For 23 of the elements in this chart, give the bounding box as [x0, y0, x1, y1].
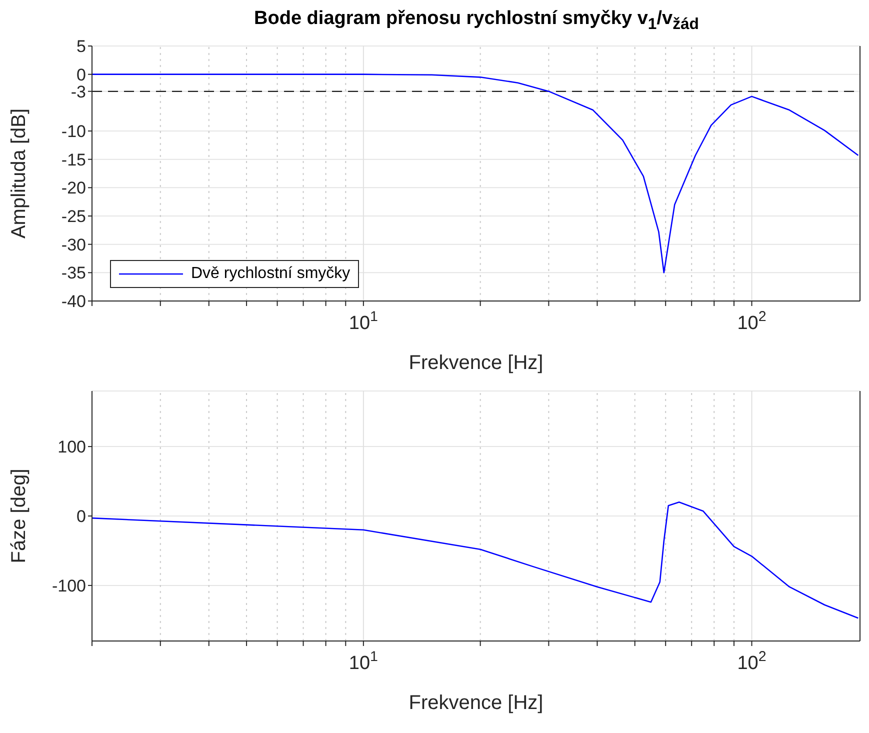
y-tick-label: -10 — [61, 122, 86, 142]
x-tick-label: 10$^{2}$ — [737, 309, 766, 334]
y-tick-label: 0 — [76, 507, 86, 526]
y-axis-title: Amplituda [dB] — [8, 108, 30, 239]
x-axis-title: Frekvence [Hz] — [408, 692, 544, 714]
x-tick-label: 10$^{2}$ — [737, 649, 766, 674]
y-tick-label: -35 — [61, 264, 86, 283]
y-tick-label: -25 — [61, 207, 86, 226]
chart-title: Bode diagram přenosu rychlostní smyčky v$_{1}$/v$_{žád}$ — [253, 8, 700, 35]
y-tick-label: -100 — [52, 576, 86, 596]
y-tick-label: 100 — [58, 438, 86, 457]
y-tick-label: -3 — [70, 82, 86, 102]
x-axis-title: Frekvence [Hz] — [408, 352, 544, 374]
y-tick-label: 5 — [76, 37, 86, 56]
x-tick-label: 10$^{1}$ — [348, 649, 378, 674]
y-tick-label: 0 — [76, 65, 86, 84]
legend-label: Dvě rychlostní smyčky — [191, 265, 350, 283]
x-tick-label: 10$^{1}$ — [348, 309, 378, 334]
y-tick-label: -40 — [61, 292, 86, 312]
y-tick-label: -20 — [61, 178, 86, 198]
y-axis-title: Fáze [deg] — [8, 468, 30, 564]
y-tick-label: -15 — [61, 150, 86, 170]
y-tick-label: -30 — [61, 235, 86, 254]
